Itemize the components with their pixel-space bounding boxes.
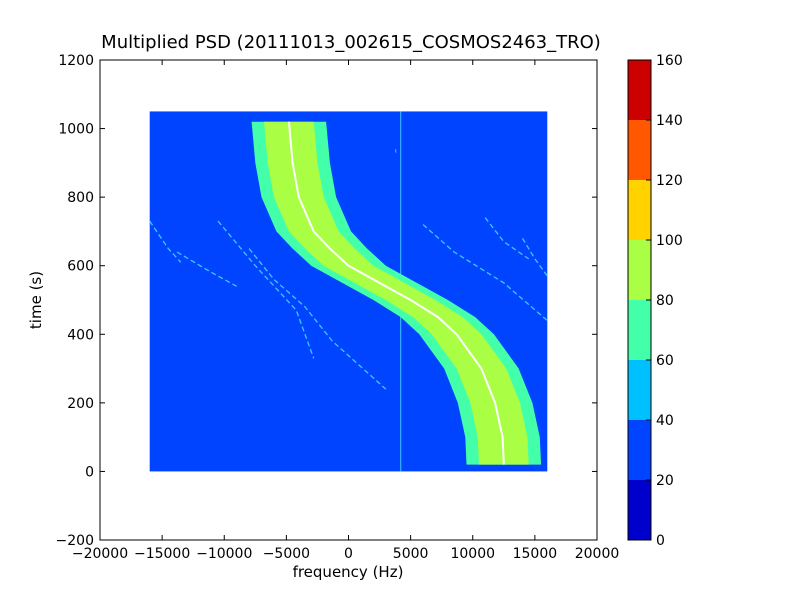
colorbar-segment: [628, 480, 651, 540]
colorbar-tick-label: 160: [656, 53, 683, 69]
y-tick-label: −200: [56, 533, 94, 549]
colorbar-segment: [628, 420, 651, 480]
faint-track: [484, 217, 530, 260]
y-tick-label: 600: [67, 259, 94, 275]
x-axis-label: frequency (Hz): [293, 563, 404, 581]
colorbar-segment: [628, 60, 651, 120]
x-tick-label: −10000: [196, 546, 252, 562]
x-axis-ticks: −20000 −15000 −10000 −5000 0 5000 10000 15000 20…: [72, 60, 619, 562]
colorbar-segment: [628, 240, 651, 300]
faint-track: [248, 248, 387, 390]
heatmap-layer: [149, 111, 548, 472]
x-tick-label: 0: [344, 546, 353, 562]
colorbar-tick-label: 20: [656, 473, 674, 489]
colorbar-segment: [628, 360, 651, 420]
colorbar: 0 20 40 60 80 100 120 140 160: [627, 53, 683, 549]
faint-track: [422, 224, 548, 322]
faint-track: [217, 220, 315, 359]
x-tick-label: 10000: [450, 546, 495, 562]
x-tick-label: 15000: [513, 546, 558, 562]
colorbar-tick-label: 0: [656, 533, 665, 549]
y-tick-label: 1200: [58, 53, 94, 69]
faint-track: [176, 251, 238, 287]
chart-title: Multiplied PSD (20111013_002615_COSMOS24…: [101, 32, 601, 53]
x-tick-label: −15000: [134, 546, 190, 562]
colorbar-segment: [628, 180, 651, 240]
x-tick-label: −20000: [72, 546, 128, 562]
faint-track: [149, 220, 182, 263]
y-tick-label: 200: [67, 396, 94, 412]
x-tick-label: 20000: [575, 546, 620, 562]
colorbar-tick-label: 80: [656, 293, 674, 309]
plot-area: −20000 −15000 −10000 −5000 0 5000 10000 15000 20…: [56, 53, 620, 562]
colorbar-segment: [628, 120, 651, 180]
colorbar-tick-label: 120: [656, 173, 683, 189]
x-tick-label: −5000: [263, 546, 310, 562]
y-tick-label: 0: [85, 464, 94, 480]
faint-track: [521, 237, 548, 277]
y-axis-label: time (s): [27, 271, 45, 329]
colorbar-tick-label: 100: [656, 233, 683, 249]
y-tick-label: 1000: [58, 122, 94, 138]
colorbar-tick-label: 40: [656, 413, 674, 429]
colorbar-tick-label: 140: [656, 113, 683, 129]
y-tick-label: 400: [67, 327, 94, 343]
main-track-center: [287, 121, 505, 465]
x-tick-label: 5000: [393, 546, 429, 562]
y-axis-ticks: −200 0 200 400 600 800 1000 1200: [56, 53, 597, 549]
y-tick-label: 800: [67, 190, 94, 206]
colorbar-segment: [628, 300, 651, 360]
colorbar-tick-label: 60: [656, 353, 674, 369]
